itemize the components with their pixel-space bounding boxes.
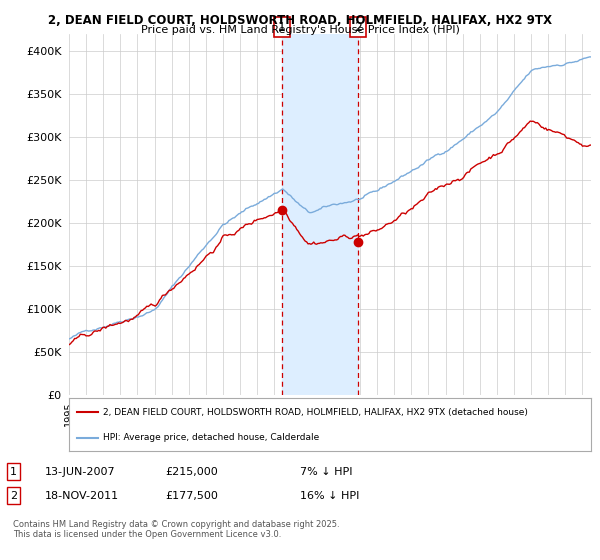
Text: 7% ↓ HPI: 7% ↓ HPI [300, 466, 353, 477]
Text: 13-JUN-2007: 13-JUN-2007 [45, 466, 116, 477]
Text: HPI: Average price, detached house, Calderdale: HPI: Average price, detached house, Cald… [103, 433, 319, 442]
Text: Price paid vs. HM Land Registry's House Price Index (HPI): Price paid vs. HM Land Registry's House … [140, 25, 460, 35]
Text: 2, DEAN FIELD COURT, HOLDSWORTH ROAD, HOLMFIELD, HALIFAX, HX2 9TX (detached hous: 2, DEAN FIELD COURT, HOLDSWORTH ROAD, HO… [103, 408, 528, 417]
Text: 2: 2 [354, 21, 362, 34]
Text: 18-NOV-2011: 18-NOV-2011 [45, 491, 119, 501]
Text: 1: 1 [10, 466, 17, 477]
Text: Contains HM Land Registry data © Crown copyright and database right 2025.
This d: Contains HM Land Registry data © Crown c… [13, 520, 340, 539]
Text: 1: 1 [278, 21, 286, 34]
Bar [282, 34, 358, 395]
Text: £215,000: £215,000 [165, 466, 218, 477]
Text: 2, DEAN FIELD COURT, HOLDSWORTH ROAD, HOLMFIELD, HALIFAX, HX2 9TX: 2, DEAN FIELD COURT, HOLDSWORTH ROAD, HO… [48, 14, 552, 27]
Text: 2: 2 [10, 491, 17, 501]
Text: 16% ↓ HPI: 16% ↓ HPI [300, 491, 359, 501]
Text: £177,500: £177,500 [165, 491, 218, 501]
